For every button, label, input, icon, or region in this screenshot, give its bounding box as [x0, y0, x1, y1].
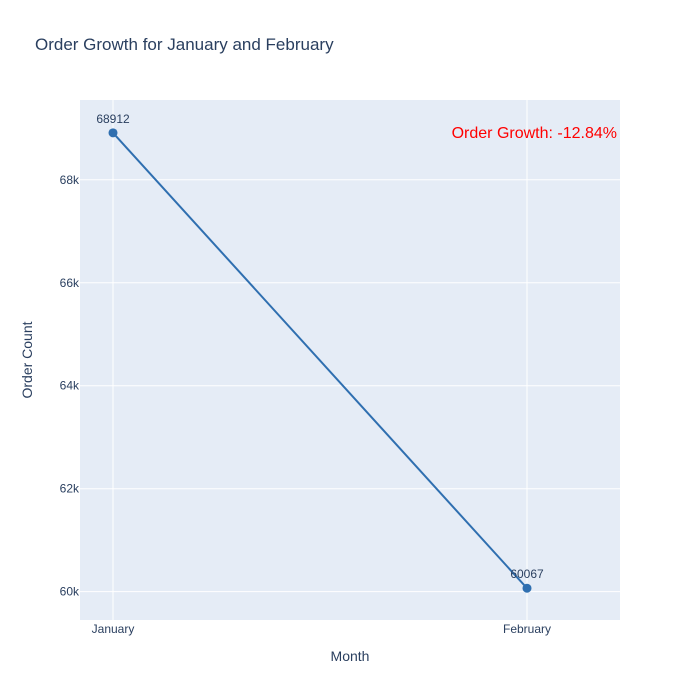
data-label: 60067	[510, 567, 544, 581]
x-axis-title: Month	[331, 648, 370, 664]
x-tick-label: February	[503, 622, 551, 636]
series-line	[112, 132, 528, 589]
series-layer: 68912 60067	[96, 112, 544, 593]
chart-title: Order Growth for January and February	[35, 35, 334, 54]
data-label: 68912	[96, 112, 130, 126]
y-tick-labels: 60k 62k 64k 66k 68k	[60, 173, 80, 599]
x-gridlines	[112, 100, 528, 620]
x-tick-labels: January February	[92, 622, 551, 636]
y-gridlines	[80, 179, 620, 593]
y-tick-label: 66k	[60, 276, 80, 290]
plot-area	[80, 100, 620, 620]
y-tick-label: 68k	[60, 173, 80, 187]
data-point	[522, 583, 532, 593]
y-axis-title: Order Count	[19, 321, 35, 398]
y-tick-label: 62k	[60, 482, 80, 496]
y-tick-label: 60k	[60, 585, 80, 599]
y-tick-label: 64k	[60, 379, 80, 393]
data-point	[108, 128, 118, 138]
x-tick-label: January	[92, 622, 135, 636]
growth-annotation: Order Growth: -12.84%	[452, 125, 617, 142]
